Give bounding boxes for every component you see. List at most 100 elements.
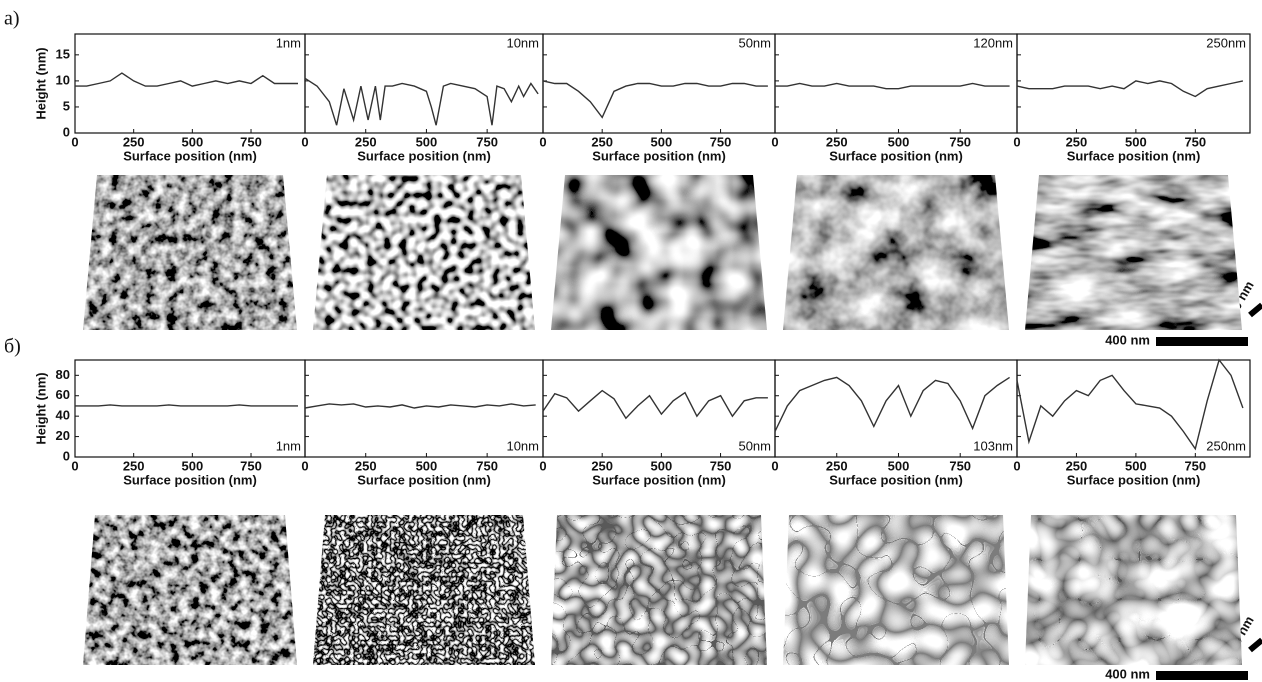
- x-tick-label: 500: [1125, 458, 1147, 473]
- profile-line: [75, 73, 298, 86]
- thickness-label: 250nm: [1206, 438, 1246, 453]
- y-tick-label: 40: [56, 408, 70, 423]
- x-tick-label: 250: [355, 134, 377, 149]
- x-tick-label: 0: [771, 458, 778, 473]
- x-tick-label: 750: [476, 458, 498, 473]
- afm-image: [83, 175, 297, 330]
- x-axis-label: Surface position (nm): [1067, 148, 1201, 163]
- afm-image: [1025, 175, 1242, 330]
- y-axis-label: Height (nm): [33, 372, 48, 444]
- thickness-label: 10nm: [506, 35, 539, 50]
- x-tick-label: 0: [1013, 458, 1020, 473]
- x-axis-label: Surface position (nm): [829, 148, 963, 163]
- x-tick-label: 500: [181, 134, 203, 149]
- x-tick-label: 750: [476, 134, 498, 149]
- scale-bar: [1250, 305, 1262, 315]
- x-tick-label: 750: [240, 458, 262, 473]
- x-axis-label: Surface position (nm): [829, 472, 963, 487]
- x-tick-label: 0: [539, 134, 546, 149]
- x-tick-label: 750: [710, 134, 732, 149]
- thickness-label: 103nm: [973, 438, 1013, 453]
- x-tick-label: 750: [1184, 458, 1206, 473]
- x-tick-label: 750: [240, 134, 262, 149]
- profile-line: [305, 404, 536, 408]
- y-tick-label: 0: [63, 124, 70, 139]
- x-tick-label: 250: [826, 458, 848, 473]
- profile-line: [305, 78, 538, 125]
- x-tick-label: 750: [1184, 134, 1206, 149]
- x-axis-label: Surface position (nm): [357, 148, 491, 163]
- panel-label: б): [4, 336, 21, 358]
- profile-line: [775, 377, 1010, 431]
- y-tick-label: 10: [56, 72, 70, 87]
- thickness-label: 50nm: [738, 35, 771, 50]
- profile-line: [775, 84, 1010, 89]
- x-tick-label: 750: [949, 458, 971, 473]
- panel-label: a): [4, 8, 20, 30]
- x-tick-label: 250: [591, 458, 613, 473]
- thickness-label: 10nm: [506, 438, 539, 453]
- afm-image: [783, 515, 1009, 665]
- scale-bar: [1250, 640, 1262, 650]
- profile-line: [1017, 81, 1243, 97]
- y-axis-label: Height (nm): [33, 47, 48, 119]
- x-tick-label: 500: [651, 134, 673, 149]
- afm-image: [313, 515, 535, 665]
- afm-image: [551, 175, 767, 330]
- y-tick-label: 60: [56, 387, 70, 402]
- x-tick-label: 0: [71, 134, 78, 149]
- y-tick-label: 15: [56, 46, 70, 61]
- x-tick-label: 250: [355, 458, 377, 473]
- x-axis-label: Surface position (nm): [1067, 472, 1201, 487]
- x-tick-label: 250: [1066, 458, 1088, 473]
- y-tick-label: 0: [63, 448, 70, 463]
- x-axis-label: Surface position (nm): [123, 148, 257, 163]
- plot-frame: [75, 34, 305, 133]
- y-tick-label: 20: [56, 428, 70, 443]
- figure: a) б) 400 nm 200 nm 400 nm 200 nm 025050…: [0, 0, 1262, 682]
- profile-line: [75, 405, 298, 406]
- x-axis-label: Surface position (nm): [592, 148, 726, 163]
- x-tick-label: 250: [123, 458, 145, 473]
- x-tick-label: 500: [651, 458, 673, 473]
- afm-image: [1025, 515, 1242, 665]
- x-tick-label: 500: [416, 458, 438, 473]
- x-tick-label: 0: [539, 458, 546, 473]
- x-tick-label: 250: [123, 134, 145, 149]
- x-tick-label: 250: [591, 134, 613, 149]
- x-tick-label: 0: [1013, 134, 1020, 149]
- x-tick-label: 0: [301, 134, 308, 149]
- x-axis-label: Surface position (nm): [357, 472, 491, 487]
- x-tick-label: 500: [181, 458, 203, 473]
- scale-bar: [1156, 671, 1248, 680]
- y-tick-label: 5: [63, 98, 70, 113]
- afm-image: [313, 175, 535, 330]
- scale-label: 400 nm: [1105, 666, 1150, 681]
- y-tick-label: 80: [56, 367, 70, 382]
- x-tick-label: 500: [888, 458, 910, 473]
- x-tick-label: 250: [1066, 134, 1088, 149]
- thickness-label: 120nm: [973, 35, 1013, 50]
- profile-line: [1017, 360, 1243, 449]
- profile-line: [543, 81, 768, 118]
- x-tick-label: 0: [301, 458, 308, 473]
- profile-line: [543, 391, 768, 419]
- afm-image: [83, 515, 297, 665]
- x-axis-label: Surface position (nm): [123, 472, 257, 487]
- x-tick-label: 500: [416, 134, 438, 149]
- x-tick-label: 750: [949, 134, 971, 149]
- plot-frame: [75, 360, 305, 457]
- scale-bar: [1156, 337, 1248, 346]
- thickness-label: 1nm: [276, 35, 301, 50]
- x-tick-label: 750: [710, 458, 732, 473]
- x-tick-label: 0: [71, 458, 78, 473]
- thickness-label: 1nm: [276, 438, 301, 453]
- x-tick-label: 0: [771, 134, 778, 149]
- thickness-label: 50nm: [738, 438, 771, 453]
- scale-label: 400 nm: [1105, 332, 1150, 347]
- x-axis-label: Surface position (nm): [592, 472, 726, 487]
- x-tick-label: 500: [888, 134, 910, 149]
- thickness-label: 250nm: [1206, 35, 1246, 50]
- x-tick-label: 250: [826, 134, 848, 149]
- afm-image: [551, 515, 767, 665]
